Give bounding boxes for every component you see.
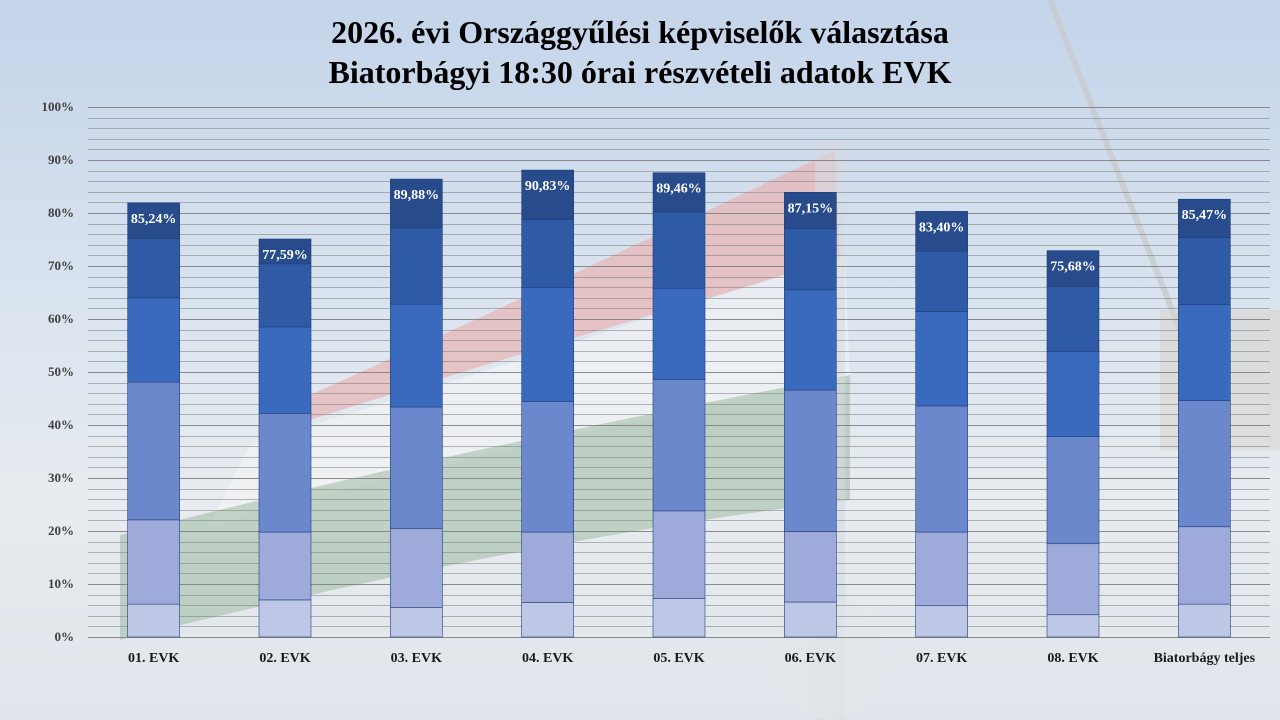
- bar-segment: [915, 605, 968, 638]
- bar-segment: [127, 202, 180, 239]
- x-tick-label: 06. EVK: [785, 651, 836, 666]
- x-tick-label: 07. EVK: [916, 651, 967, 666]
- y-tick-label: 30%: [48, 470, 74, 485]
- bar-segment: [915, 405, 968, 533]
- x-tick-label: 01. EVK: [128, 651, 179, 666]
- y-tick-label: 60%: [48, 311, 74, 326]
- bar-segment: [390, 607, 443, 638]
- bar-segment: [258, 326, 312, 414]
- bar-segment: [784, 601, 837, 638]
- bars: [127, 169, 1231, 638]
- bar-segment: [521, 287, 574, 402]
- y-tick-label: 10%: [48, 576, 74, 591]
- x-tick-label: 05. EVK: [653, 651, 704, 666]
- bar-segment: [915, 211, 968, 252]
- bar-segment: [1178, 198, 1231, 238]
- chart-title-line2: Biatorbágyi 18:30 órai részvételi adatok…: [328, 54, 952, 90]
- bar-segment: [1178, 526, 1231, 605]
- y-tick-label: 100%: [42, 99, 75, 114]
- data-label: 87,15%: [788, 201, 834, 216]
- bar-segment: [652, 598, 706, 638]
- bar-segment: [521, 401, 574, 533]
- bar-segment: [915, 250, 968, 312]
- bar-segment: [390, 406, 443, 529]
- bar-segment: [652, 172, 706, 213]
- bar-segment: [1046, 250, 1100, 287]
- x-tick-label: 02. EVK: [259, 651, 310, 666]
- bar-segment: [258, 238, 312, 265]
- bar-segment: [521, 219, 574, 289]
- bar-segment: [915, 531, 968, 607]
- chart-title: 2026. évi Országgyűlési képviselők válas…: [0, 12, 1280, 92]
- y-axis-ticks: 0% 10% 20% 30% 40% 50% 60% 70% 80% 90% 100%: [42, 99, 75, 644]
- bar-segment: [390, 303, 443, 408]
- bar-segment: [1046, 286, 1100, 352]
- bar-segment: [127, 297, 180, 383]
- data-labels: 85,24% 77,59% 89,88% 90,83% 89,46% 87,15% 83,4…: [131, 179, 1227, 275]
- bar-segment: [652, 379, 706, 512]
- y-tick-label: 20%: [48, 523, 74, 538]
- bar-segment: [652, 287, 706, 380]
- bar-segment: [521, 169, 574, 220]
- bar-segment: [258, 531, 312, 601]
- bar-segment: [915, 311, 968, 407]
- bar-segment: [784, 531, 837, 603]
- x-tick-label: 04. EVK: [522, 651, 573, 666]
- data-label: 85,47%: [1182, 208, 1228, 223]
- chart-title-line1: 2026. évi Országgyűlési képviselők válas…: [331, 14, 949, 50]
- bar-segment: [784, 389, 837, 532]
- y-tick-label: 0%: [55, 629, 75, 644]
- data-label: 89,46%: [656, 182, 702, 197]
- bar-segment: [127, 603, 180, 638]
- bar-segment: [127, 519, 180, 605]
- bar-segment: [521, 531, 574, 603]
- bar-segment: [127, 238, 180, 299]
- bar-segment: [127, 381, 180, 521]
- x-tick-label: 08. EVK: [1047, 651, 1098, 666]
- bar-segment: [521, 602, 574, 638]
- data-label: 85,24%: [131, 212, 177, 227]
- bar-segment: [784, 228, 837, 291]
- bar-segment: [390, 227, 443, 305]
- bar-segment: [1046, 543, 1100, 616]
- bar-segment: [1046, 436, 1100, 545]
- bar-segment: [1046, 351, 1100, 437]
- x-axis-ticks: 01. EVK 02. EVK 03. EVK 04. EVK 05. EVK 06. E…: [128, 651, 1256, 666]
- data-label: 83,40%: [919, 220, 965, 235]
- data-label: 89,88%: [394, 188, 440, 203]
- y-tick-label: 50%: [48, 364, 74, 379]
- x-tick-label: 03. EVK: [391, 651, 442, 666]
- bar-segment: [390, 528, 443, 608]
- y-tick-label: 40%: [48, 417, 74, 432]
- x-tick-label: Biatorbágy teljes: [1154, 651, 1256, 666]
- bar-segment: [1046, 614, 1100, 638]
- bar-segment: [784, 192, 837, 229]
- data-label: 75,68%: [1050, 260, 1096, 275]
- bar-segment: [258, 413, 312, 533]
- bar-segment: [652, 211, 706, 289]
- data-label: 90,83%: [525, 179, 571, 194]
- bar-segment: [1178, 400, 1231, 528]
- bar-segment: [1178, 603, 1231, 638]
- data-label: 77,59%: [262, 248, 308, 263]
- bar-segment: [652, 510, 706, 599]
- bar-segment: [1178, 237, 1231, 305]
- y-tick-label: 70%: [48, 258, 74, 273]
- bar-segment: [1178, 304, 1231, 401]
- bar-segment: [784, 289, 837, 391]
- bar-segment: [258, 599, 312, 638]
- y-tick-label: 90%: [48, 152, 74, 167]
- bar-segment: [258, 263, 312, 328]
- bar-segment: [390, 178, 443, 229]
- y-tick-label: 80%: [48, 205, 74, 220]
